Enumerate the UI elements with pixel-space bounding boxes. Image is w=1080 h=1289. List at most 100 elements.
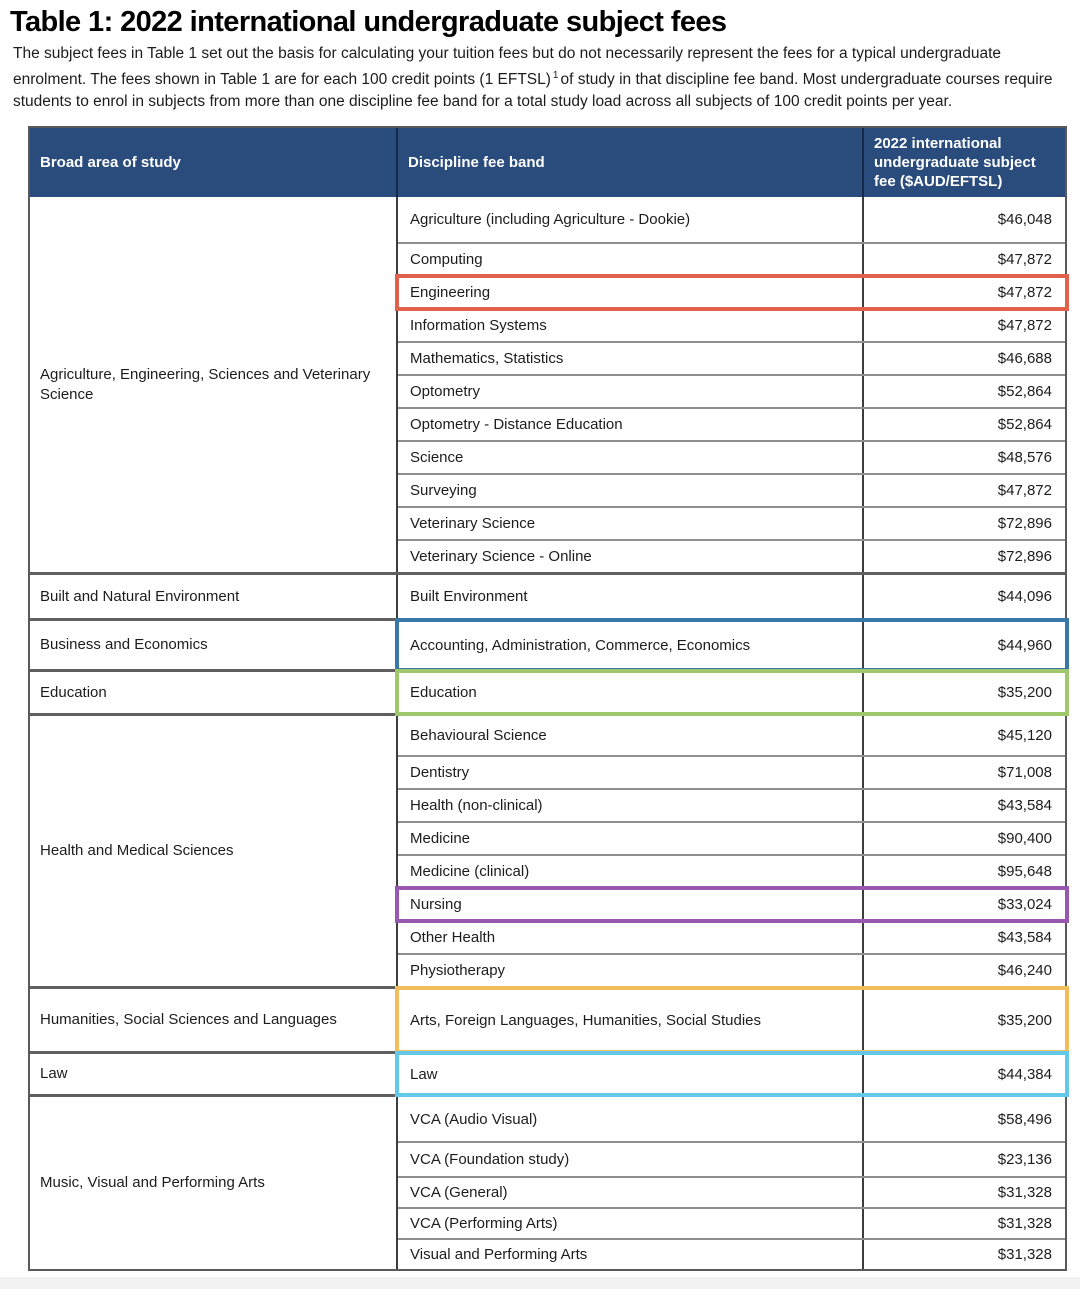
- fee-cell: $47,872: [862, 475, 1065, 507]
- area-cell: Law: [30, 1054, 398, 1095]
- discipline-cell: Behavioural Science: [410, 727, 547, 745]
- fee-cell: $44,384: [862, 1054, 1065, 1095]
- table-group: Music, Visual and Performing Arts VCA (Au…: [30, 1094, 1065, 1270]
- document-page: { "page": { "title": "Table 1: 2022 inte…: [0, 6, 1080, 1289]
- fee-cell: $47,872: [862, 244, 1065, 276]
- discipline-cell: Science: [410, 449, 464, 467]
- table-row: Behavioural Science $45,120: [398, 716, 1065, 756]
- table-row: Physiotherapy $46,240: [398, 953, 1065, 987]
- fees-table: Broad area of study Discipline fee band …: [28, 126, 1069, 1272]
- fee-cell: $35,200: [862, 989, 1065, 1052]
- fee-cell: $48,576: [862, 442, 1065, 474]
- table-group: Health and Medical Sciences Behavioural S…: [30, 713, 1069, 987]
- table-row: Veterinary Science $72,896: [398, 506, 1065, 540]
- fee-cell: $90,400: [862, 823, 1065, 855]
- area-cell: Education: [30, 672, 398, 714]
- table-row: Information Systems $47,872: [398, 308, 1065, 342]
- area-cell: Built and Natural Environment: [30, 575, 398, 619]
- table-row: Surveying $47,872: [398, 473, 1065, 507]
- discipline-cell: Health (non-clinical): [410, 797, 543, 815]
- fee-cell: $52,864: [862, 376, 1065, 408]
- discipline-cell: Arts, Foreign Languages, Humanities, Soc…: [410, 1011, 762, 1029]
- table-row: Science $48,576: [398, 440, 1065, 474]
- discipline-cell: Physiotherapy: [410, 962, 506, 980]
- table-row: VCA (Audio Visual) $58,496: [398, 1097, 1065, 1142]
- discipline-cell: Optometry - Distance Education: [410, 416, 623, 434]
- discipline-cell: Engineering: [410, 284, 491, 302]
- discipline-cell: Optometry: [410, 383, 481, 401]
- fee-cell: $47,872: [862, 310, 1065, 342]
- discipline-cell: Other Health: [410, 929, 496, 947]
- table-row: Mathematics, Statistics $46,688: [398, 341, 1065, 375]
- table-row: Nursing $33,024: [395, 886, 1069, 924]
- fee-cell: $46,240: [862, 955, 1065, 987]
- table-row: Dentistry $71,008: [398, 755, 1065, 789]
- area-cell: Health and Medical Sciences: [30, 716, 398, 987]
- discipline-cell: Dentistry: [410, 764, 470, 782]
- discipline-cell: Medicine (clinical): [410, 863, 530, 881]
- table-row: Engineering $47,872: [395, 274, 1069, 312]
- fee-cell: $58,496: [862, 1097, 1065, 1142]
- fee-cell: $46,688: [862, 343, 1065, 375]
- fee-cell: $43,584: [862, 922, 1065, 954]
- table-row: Health (non-clinical) $43,584: [398, 788, 1065, 822]
- discipline-cell: Mathematics, Statistics: [410, 350, 564, 368]
- page-title: Table 1: 2022 international undergraduat…: [10, 6, 727, 38]
- table-row: Veterinary Science - Online $72,896: [398, 539, 1065, 573]
- area-cell: Music, Visual and Performing Arts: [30, 1097, 398, 1270]
- footnote-reference: 1: [552, 70, 559, 81]
- discipline-cell: VCA (Foundation study): [410, 1151, 570, 1169]
- table-row: Built Environment $44,096: [398, 575, 1065, 619]
- group-rows: Arts, Foreign Languages, Humanities, Soc…: [395, 986, 1069, 1055]
- group-rows: Accounting, Administration, Commerce, Ec…: [395, 618, 1069, 673]
- fee-cell: $46,048: [862, 197, 1065, 243]
- column-header-broad-area: Broad area of study: [30, 128, 398, 198]
- discipline-cell: Accounting, Administration, Commerce, Ec…: [410, 636, 751, 654]
- table-row: Medicine $90,400: [398, 821, 1065, 855]
- discipline-cell: Computing: [410, 251, 483, 269]
- fee-cell: $31,328: [862, 1209, 1065, 1239]
- area-cell: Agriculture, Engineering, Sciences and V…: [30, 197, 398, 573]
- fee-cell: $23,136: [862, 1143, 1065, 1177]
- discipline-cell: Surveying: [410, 482, 477, 500]
- fee-cell: $47,872: [862, 277, 1065, 309]
- page-bottom-edge: [0, 1277, 1080, 1289]
- group-rows: Behavioural Science $45,120 Dentistry $71,0…: [395, 716, 1069, 987]
- table-row: Medicine (clinical) $95,648: [398, 854, 1065, 888]
- table-group: Built and Natural Environment Built Envir…: [30, 572, 1065, 619]
- table-row: Other Health $43,584: [398, 920, 1065, 954]
- area-cell: Humanities, Social Sciences and Language…: [30, 989, 398, 1052]
- discipline-cell: Law: [410, 1065, 438, 1083]
- discipline-cell: VCA (Performing Arts): [410, 1215, 558, 1233]
- fee-cell: $45,120: [862, 716, 1065, 756]
- table-row: VCA (General) $31,328: [398, 1176, 1065, 1208]
- intro-text-before-sup: The subject fees in Table 1 set out the …: [13, 45, 1001, 89]
- intro-text-after-sup: of study in that discipline fee band. Mo…: [13, 71, 1053, 111]
- table-row: VCA (Performing Arts) $31,328: [398, 1207, 1065, 1239]
- table-group: Humanities, Social Sciences and Language…: [30, 986, 1069, 1055]
- discipline-cell: Education: [410, 684, 477, 702]
- discipline-cell: Agriculture (including Agriculture - Doo…: [410, 211, 691, 229]
- discipline-cell: Veterinary Science - Online: [410, 548, 592, 566]
- group-rows: Law $44,384: [395, 1051, 1069, 1098]
- fee-cell: $44,096: [862, 575, 1065, 619]
- fee-cell: $43,584: [862, 790, 1065, 822]
- column-header-subject-fee: 2022 international undergraduate subject…: [874, 135, 1036, 191]
- discipline-cell: Nursing: [410, 896, 462, 914]
- area-cell: Business and Economics: [30, 621, 398, 670]
- table-row: Optometry - Distance Education $52,864: [398, 407, 1065, 441]
- table-header-row: Broad area of study Discipline fee band …: [30, 128, 1065, 198]
- group-rows: VCA (Audio Visual) $58,496 VCA (Foundation…: [398, 1097, 1065, 1270]
- fees-table-body: Agriculture, Engineering, Sciences and V…: [30, 197, 1069, 1270]
- table-group: Law Law $44,384: [30, 1051, 1069, 1098]
- table-row: Computing $47,872: [398, 242, 1065, 276]
- table-group: Business and Economics Accounting, Admini…: [30, 618, 1069, 673]
- table-row: Law $44,384: [395, 1051, 1069, 1098]
- fee-cell: $44,960: [862, 621, 1065, 670]
- group-rows: Education $35,200: [395, 669, 1069, 717]
- fee-cell: $95,648: [862, 856, 1065, 888]
- table-row: VCA (Foundation study) $23,136: [398, 1141, 1065, 1177]
- fee-cell: $71,008: [862, 757, 1065, 789]
- group-rows: Built Environment $44,096: [398, 575, 1065, 619]
- fee-cell: $31,328: [862, 1178, 1065, 1208]
